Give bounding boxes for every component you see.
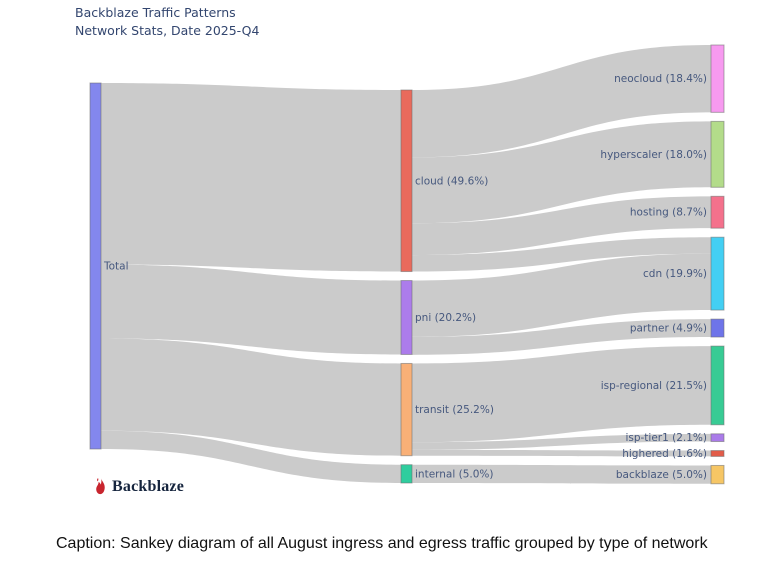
node-label-internal: internal (5.0%)	[415, 468, 494, 480]
node-label-partner: partner (4.9%)	[630, 323, 707, 335]
flame-icon	[96, 478, 105, 495]
node-label-backblaze: backblaze (5.0%)	[616, 469, 707, 481]
sankey-canvas: Total cloud (49.6%) pni (20.2%) transit (25…	[89, 44, 725, 485]
flow-pni-partner	[412, 319, 711, 355]
node-label-cloud: cloud (49.6%)	[415, 175, 488, 187]
flow-cloud-hosting	[412, 196, 711, 256]
sankey-node-backblaze[interactable]	[710, 464, 725, 485]
flow-total-transit	[101, 338, 401, 456]
node-label-hyperscaler: hyperscaler (18.0%)	[600, 149, 707, 161]
flow-cloud-neocloud	[412, 45, 711, 158]
sankey-node-internal[interactable]	[400, 464, 413, 484]
caption: Caption: Sankey diagram of all August in…	[56, 535, 708, 552]
flow-cloud-hyperscaler	[412, 121, 711, 224]
sankey-figure: Total cloud (49.6%) pni (20.2%) transit (25…	[75, 4, 725, 496]
chart-title-line2: Network Stats, Date 2025-Q4	[75, 22, 260, 38]
flow-internal-backblaze	[412, 464, 711, 484]
sankey-node-hyperscaler[interactable]	[710, 120, 725, 188]
chart-title: Backblaze Traffic Patterns Network Stats…	[75, 4, 259, 39]
sankey-node-neocloud[interactable]	[710, 44, 725, 113]
flow-total-pni	[101, 264, 401, 355]
node-label-transit: transit (25.2%)	[415, 404, 494, 416]
node-label-isp-tier1: isp-tier1 (2.1%)	[625, 432, 707, 444]
flow-transit-isp-regional	[412, 346, 711, 443]
sankey-node-isp-tier1[interactable]	[710, 433, 725, 443]
sankey-node-total[interactable]	[89, 82, 102, 450]
sankey-node-cdn[interactable]	[710, 236, 725, 311]
backblaze-logo: Backblaze	[94, 477, 184, 496]
sankey-node-cloud[interactable]	[400, 89, 413, 273]
logo-text: Backblaze	[112, 477, 185, 495]
node-label-isp-regional: isp-regional (21.5%)	[601, 380, 707, 392]
node-label-highered: highered (1.6%)	[622, 448, 707, 460]
sankey-node-pni[interactable]	[400, 280, 413, 355]
flow-transit-isp-tier1	[412, 433, 711, 450]
node-label-pni: pni (20.2%)	[415, 312, 476, 324]
chart-title-line1: Backblaze Traffic Patterns	[75, 5, 236, 20]
flow-pni-cdn	[412, 253, 711, 337]
node-label-total: Total	[103, 261, 129, 273]
flow-total-cloud	[101, 83, 401, 272]
sankey-node-transit[interactable]	[400, 362, 413, 457]
sankey-node-partner[interactable]	[710, 318, 725, 338]
sankey-node-hosting[interactable]	[710, 195, 725, 229]
node-label-hosting: hosting (8.7%)	[630, 207, 707, 219]
sankey-node-isp-regional[interactable]	[710, 345, 725, 426]
flow-cloud-cdn	[412, 237, 711, 272]
sankey-node-highered[interactable]	[710, 450, 725, 457]
node-label-neocloud: neocloud (18.4%)	[614, 73, 707, 85]
node-label-cdn: cdn (19.9%)	[643, 268, 707, 280]
flow-transit-highered	[412, 449, 711, 457]
flow-total-internal	[101, 430, 401, 483]
